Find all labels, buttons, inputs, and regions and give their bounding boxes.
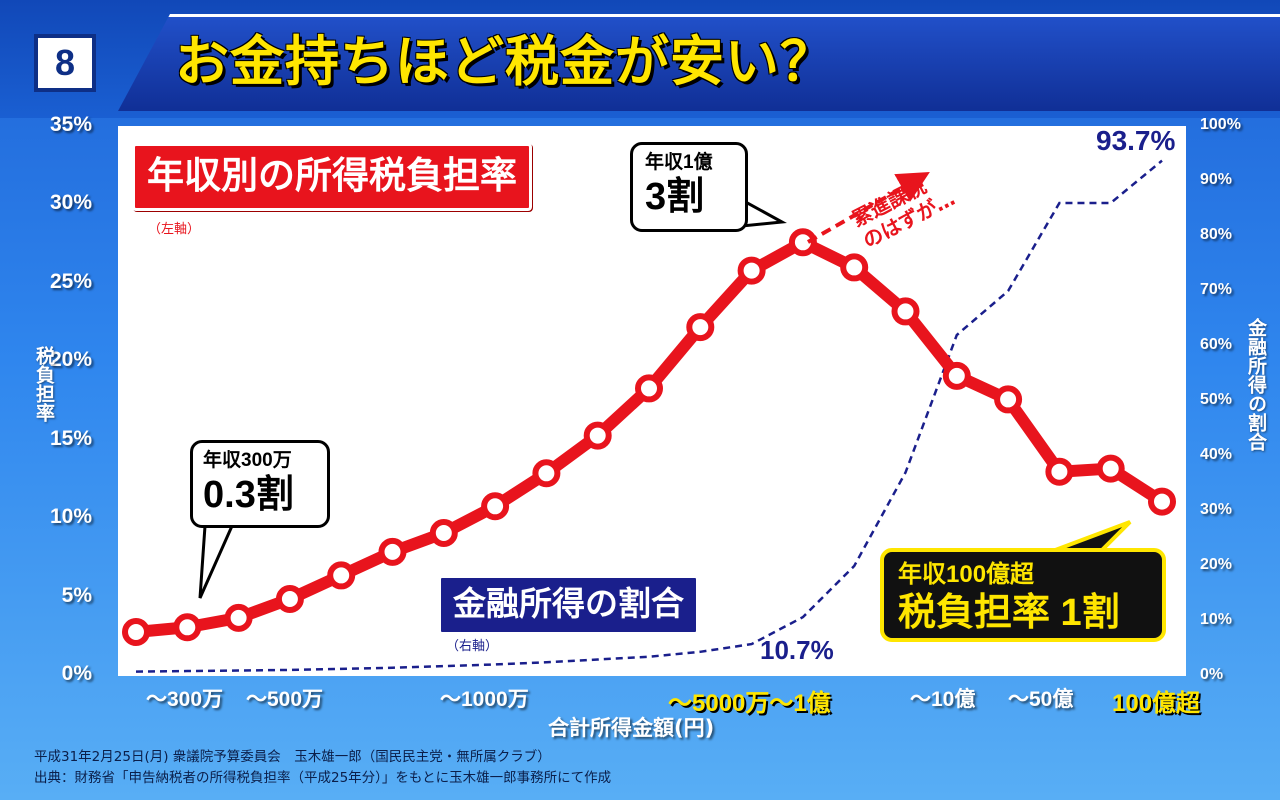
tax-rate-point xyxy=(583,421,612,450)
tax-rate-point xyxy=(429,519,458,547)
financial-income-axis-note: （右軸） xyxy=(446,639,499,654)
title-band xyxy=(118,14,1280,111)
callout-100oku-line1: 年収100億超 xyxy=(898,561,1035,588)
tax-rate-point xyxy=(686,313,715,342)
source-line-1: 平成31年2月25日(月) 衆議院予算委員会 玉木雄一郎（国民民主党・無所属クラ… xyxy=(34,749,551,765)
tax-rate-point xyxy=(224,603,253,632)
right-tick-30: 30% xyxy=(1200,501,1233,518)
tax-rate-point xyxy=(737,256,766,285)
x-tick-500man: ～500万 xyxy=(246,688,324,711)
x-tick-50oku: ～50億 xyxy=(1008,688,1074,711)
left-tick-5: 5% xyxy=(61,584,92,607)
tax-rate-point xyxy=(788,228,817,257)
left-tick-30: 30% xyxy=(49,191,92,214)
x-tick-300man: ～300万 xyxy=(146,688,224,711)
bubble-300-tail xyxy=(198,524,235,599)
x-tick-10oku: ～10億 xyxy=(910,688,976,711)
right-tick-10: 10% xyxy=(1200,611,1233,628)
left-tick-35: 35% xyxy=(49,113,92,136)
tax-rate-point xyxy=(1096,454,1125,483)
financial-income-series-label: 金融所得の割合 xyxy=(438,575,699,635)
tax-rate-point xyxy=(378,537,407,566)
slide-number-badge: 8 xyxy=(34,34,96,92)
x-tick-1000man: ～1000万 xyxy=(440,688,529,711)
source-line-2: 出典：財務省「申告納税者の所得税負担率（平成25年分）」をもとに玉木雄一郎事務所… xyxy=(34,770,612,786)
right-tick-60: 60% xyxy=(1200,336,1233,353)
tax-rate-point xyxy=(1045,457,1074,486)
callout-300man: 年収300万 0.3割 xyxy=(190,440,330,528)
right-tick-70: 70% xyxy=(1200,281,1233,298)
bubble-1oku-tail xyxy=(740,197,787,228)
callout-300man-line1: 年収300万 xyxy=(203,450,292,471)
tax-rate-point xyxy=(275,585,304,613)
progressive-tax-arrow xyxy=(807,172,930,244)
tax-rate-point xyxy=(891,297,920,326)
right-tick-20: 20% xyxy=(1200,556,1233,573)
callout-100oku-line2: 税負担率 1割 xyxy=(898,592,1120,634)
tax-rate-point xyxy=(532,459,561,488)
left-tick-10: 10% xyxy=(49,505,92,528)
right-axis-title: 金融所得の割合 xyxy=(1245,318,1267,451)
callout-1oku: 年収1億 3割 xyxy=(630,142,748,232)
right-tick-50: 50% xyxy=(1200,391,1233,408)
x-tick-100oku-over: 100億超 xyxy=(1112,690,1201,717)
tax-rate-point xyxy=(635,374,663,403)
tax-rate-point xyxy=(122,618,150,646)
tax-rate-point xyxy=(1148,487,1176,516)
right-tick-90: 90% xyxy=(1200,171,1233,188)
financial-share-value-100oku: 93.7% xyxy=(1096,125,1176,156)
left-tick-15: 15% xyxy=(49,427,92,450)
x-axis-title: 合計所得金額(円) xyxy=(548,716,715,740)
left-tick-0: 0% xyxy=(61,662,92,685)
tax-rate-point xyxy=(994,385,1023,414)
callout-1oku-line1: 年収1億 xyxy=(645,152,713,173)
financial-share-line xyxy=(135,159,1163,673)
right-tick-100: 100% xyxy=(1200,116,1241,133)
x-tick-5000man-1oku: ～5000万～1億 xyxy=(668,690,831,717)
left-axis-title: 税負担率 xyxy=(33,346,55,422)
right-tick-40: 40% xyxy=(1200,446,1233,463)
callout-100oku: 年収100億超 税負担率 1割 xyxy=(880,548,1166,642)
tax-rate-series-label: 年収別の所得税負担率 xyxy=(132,143,532,211)
left-tick-25: 25% xyxy=(49,270,92,293)
right-tick-0: 0% xyxy=(1200,666,1224,683)
financial-share-value-1oku: 10.7% xyxy=(760,635,834,665)
right-tick-80: 80% xyxy=(1200,226,1233,243)
callout-1oku-line2: 3割 xyxy=(645,176,705,218)
tax-rate-point xyxy=(942,361,971,390)
page-title: お金持ちほど税金が安い？ xyxy=(175,30,835,93)
tax-rate-axis-note: （左軸） xyxy=(148,222,201,237)
tax-rate-point xyxy=(840,253,869,282)
callout-300man-line2: 0.3割 xyxy=(203,474,294,516)
tax-rate-point xyxy=(481,492,510,521)
tax-rate-point xyxy=(173,613,202,642)
left-tick-20: 20% xyxy=(49,348,92,371)
tax-rate-point xyxy=(327,561,356,590)
